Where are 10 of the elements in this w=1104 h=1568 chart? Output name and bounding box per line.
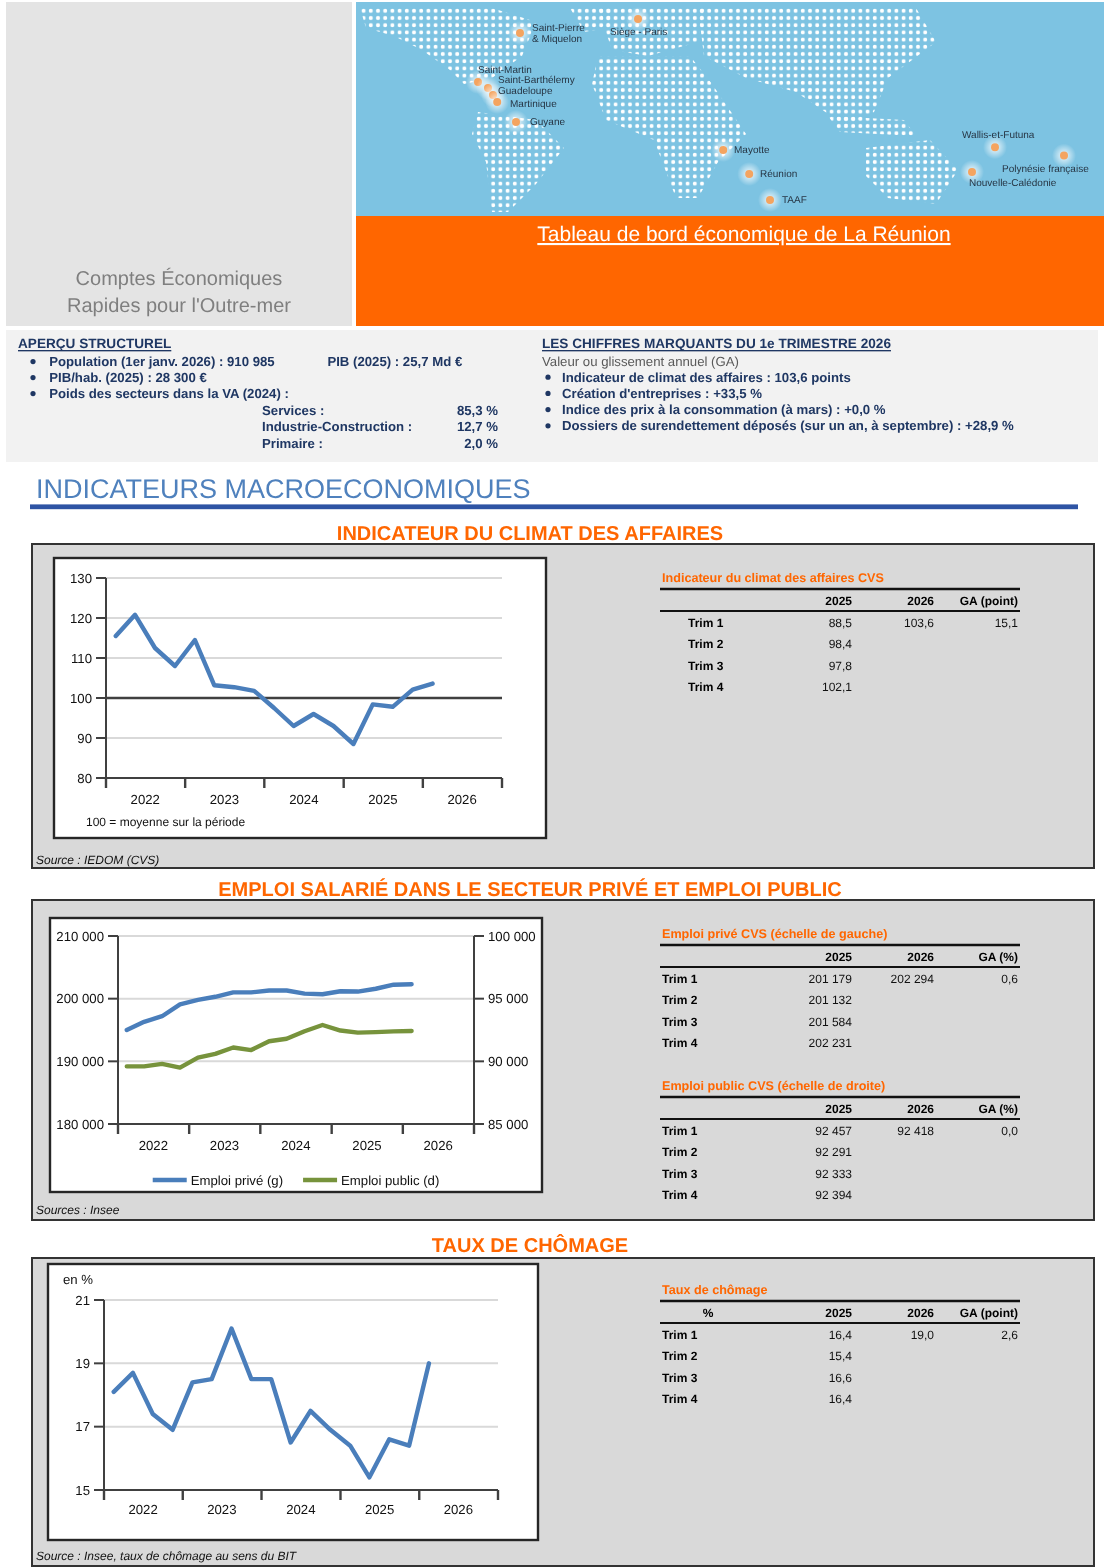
text: INDICATEURS MACROECONOMIQUES [36, 474, 531, 504]
line-series [124, 982, 414, 1033]
line-series [113, 612, 435, 747]
chart-title: INDICATEUR DU CLIMAT DES AFFAIRES [336, 524, 724, 546]
text: Comptes Économiques Rapides pour l'Outre-mer [67, 267, 293, 318]
text: EMPLOI SALARIÉ DANS LE SECTEUR PRIVÉ ET EMPLOI PUBLIC [218, 878, 842, 902]
chart-title: TAUX DE CHÔMAGE [431, 1234, 629, 1258]
line-series [111, 1326, 432, 1480]
line-series [124, 1022, 414, 1070]
text: Tableau de bord économique de La Réunion [537, 223, 951, 247]
